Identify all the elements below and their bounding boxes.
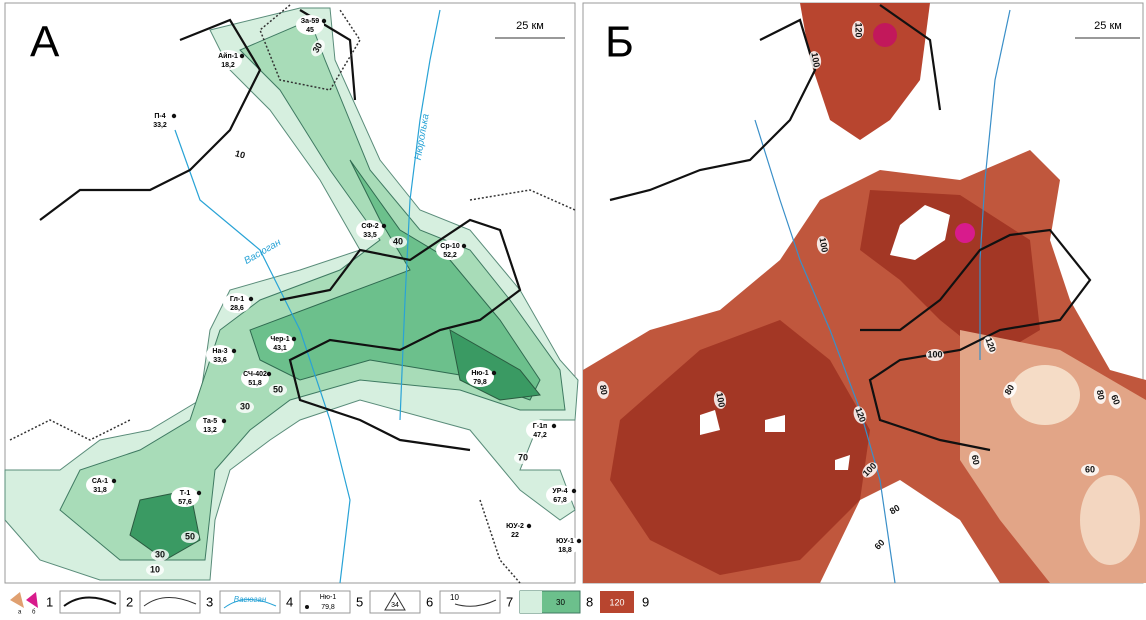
legend-number: 4 xyxy=(286,594,293,609)
well-name: Т-1 xyxy=(180,490,191,497)
well-name: ЮУ-2 xyxy=(506,523,524,530)
contour-label: 60 xyxy=(970,454,982,466)
well-value: 22 xyxy=(511,532,519,539)
well xyxy=(240,54,244,58)
well xyxy=(572,489,576,493)
legend-icon xyxy=(10,592,24,608)
contour-label: 120 xyxy=(854,22,864,37)
well-value: 33,6 xyxy=(213,357,227,364)
legend-icon xyxy=(520,591,542,613)
legend-number: 8 xyxy=(586,594,593,609)
panel-a: А 25 км Васюган Нюролька За-5945Айп-118,… xyxy=(5,3,581,583)
well-value: 18,2 xyxy=(221,62,235,69)
legend-text: Васюган xyxy=(234,595,267,604)
contour-label: 50 xyxy=(273,384,283,394)
well xyxy=(292,337,296,341)
legend-text: 10 xyxy=(450,593,459,602)
legend-text: 120 xyxy=(609,597,624,607)
well-value: 67,8 xyxy=(553,497,567,504)
contour-label: 40 xyxy=(393,236,403,246)
well-name: ЮУ-1 xyxy=(556,538,574,545)
legend-icon xyxy=(26,592,38,608)
legend-number: 1 xyxy=(46,594,53,609)
well-name: Ню-1 xyxy=(471,370,488,377)
well-value: 31,8 xyxy=(93,487,107,494)
scale-text: 25 км xyxy=(516,20,544,32)
well-value: 51,8 xyxy=(248,380,262,387)
zone-60 xyxy=(1010,365,1080,425)
well-name: Та-5 xyxy=(203,418,217,425)
well-value: 45 xyxy=(306,27,314,34)
anomaly xyxy=(873,23,897,47)
legend-number: 2 xyxy=(126,594,133,609)
legend-text: а xyxy=(18,610,22,615)
panel-b: Б 25 км 10012010012010080608010012010080… xyxy=(583,3,1146,583)
well-value: 13,2 xyxy=(203,427,217,434)
figure: А 25 км Васюган Нюролька За-5945Айп-118,… xyxy=(0,0,1146,615)
well-name: Г-1п xyxy=(533,423,547,430)
well xyxy=(492,371,496,375)
scale-text: 25 км xyxy=(1094,20,1122,32)
well xyxy=(527,524,531,528)
well-name: За-59 xyxy=(301,18,320,25)
zone-60 xyxy=(1080,475,1140,565)
contour-label: 50 xyxy=(185,531,195,541)
panel-label: А xyxy=(30,18,60,67)
legend-number: 5 xyxy=(356,594,363,609)
contour-label: 30 xyxy=(155,549,165,559)
well-name: На-3 xyxy=(212,348,227,355)
panel-label: Б xyxy=(605,18,634,67)
legend-text: 34 xyxy=(391,602,399,609)
well xyxy=(249,297,253,301)
well xyxy=(112,479,116,483)
contour-label: 80 xyxy=(1095,389,1107,401)
well xyxy=(322,19,326,23)
well-value: 47,2 xyxy=(533,432,547,439)
well-value: 57,6 xyxy=(178,499,192,506)
well-name: Ср-10 xyxy=(440,243,460,250)
legend-number: 7 xyxy=(506,594,513,609)
legend-text: Ню-1 xyxy=(320,594,337,601)
well-value: 43,1 xyxy=(273,345,287,352)
contour-label: 80 xyxy=(598,384,610,396)
well xyxy=(222,419,226,423)
well-value: 28,6 xyxy=(230,305,244,312)
legend-text: 30 xyxy=(556,598,565,607)
legend-text: б xyxy=(32,610,36,615)
well xyxy=(577,539,581,543)
well-name: Айп-1 xyxy=(218,52,238,60)
well xyxy=(382,224,386,228)
well xyxy=(462,244,466,248)
well-name: Гл-1 xyxy=(230,296,244,303)
well-value: 18,8 xyxy=(558,547,572,554)
contour-label: 10 xyxy=(150,564,160,574)
anomaly xyxy=(955,223,975,243)
contour-label: 100 xyxy=(927,349,942,359)
well-name: Чер-1 xyxy=(270,336,289,343)
well xyxy=(552,424,556,428)
contour-label: 60 xyxy=(1085,464,1095,474)
well-value: 33,5 xyxy=(363,232,377,239)
legend-icon xyxy=(305,605,309,609)
well-value: 79,8 xyxy=(473,379,487,386)
well xyxy=(267,372,271,376)
well-name: СЧ-402 xyxy=(243,371,267,378)
legend: а б 1 2 3 Васюган 4 Ню-1 79,8 5 34 6 10 … xyxy=(10,591,649,615)
contour-label: 70 xyxy=(518,452,528,462)
well-name: СА-1 xyxy=(92,478,108,485)
well-name: П-4 xyxy=(154,113,165,120)
well-value: 52,2 xyxy=(443,252,457,259)
legend-number: 6 xyxy=(426,594,433,609)
well-name: УР-4 xyxy=(552,488,567,495)
well-name: СФ-2 xyxy=(361,223,378,230)
well xyxy=(232,349,236,353)
contour-label: 30 xyxy=(240,401,250,411)
legend-number: 9 xyxy=(642,594,649,609)
well xyxy=(172,114,176,118)
legend-text: 79,8 xyxy=(321,604,335,611)
well-value: 33,2 xyxy=(153,122,167,129)
legend-number: 3 xyxy=(206,594,213,609)
well xyxy=(197,491,201,495)
